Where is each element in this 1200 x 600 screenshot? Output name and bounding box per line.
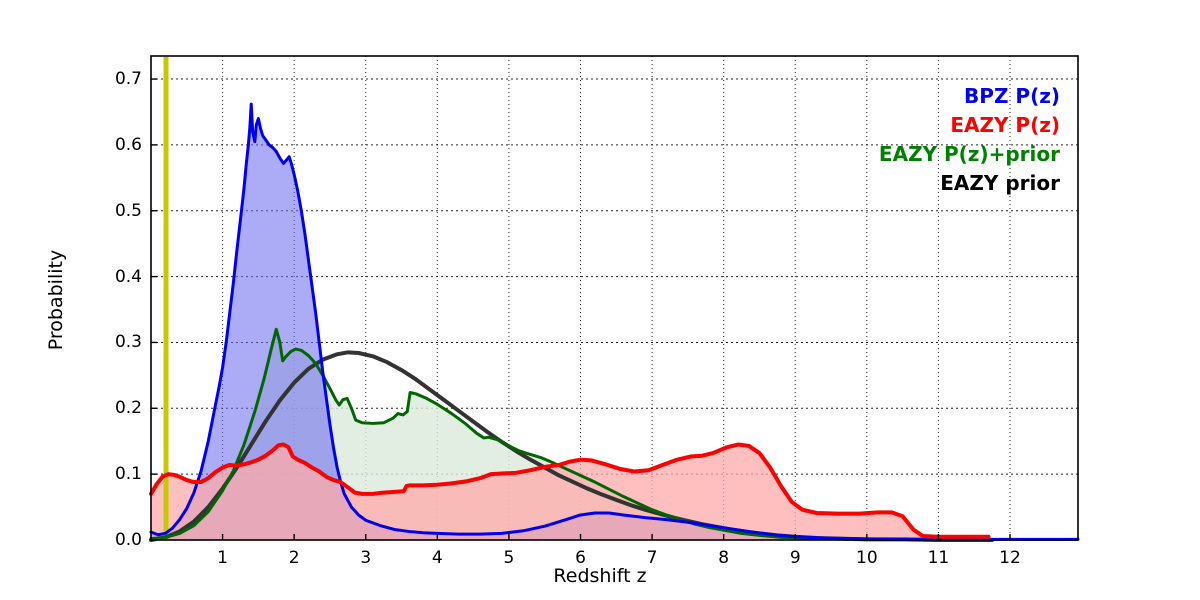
x-tick-label: 12	[999, 548, 1021, 568]
curve-eazy-p-z	[149, 442, 991, 539]
x-tick-label: 7	[646, 548, 658, 568]
curve-bpz-p-z	[149, 102, 1080, 541]
x-tick-label: 11	[927, 548, 950, 568]
x-tick-label: 8	[718, 548, 730, 568]
y-axis-label: Probability	[45, 249, 68, 351]
y-tick-label: 0.1	[114, 464, 142, 485]
axis-ticks	[151, 78, 1011, 541]
x-tick-label: 5	[503, 548, 515, 568]
y-tick-label: 0.5	[114, 200, 142, 221]
area-fill-eazy-p-z-prior	[151, 329, 993, 540]
y-tick-label: 0.4	[114, 266, 142, 287]
x-tick-label: 2	[288, 548, 300, 568]
x-tick-label: 6	[575, 548, 586, 568]
y-tick-label: 0.0	[114, 530, 142, 550]
x-axis-label: Redshift z	[553, 565, 647, 587]
y-tick-label: 0.3	[114, 332, 142, 353]
y-tick-label: 0.6	[114, 134, 142, 155]
y-tick-label: 0.2	[114, 398, 142, 419]
x-tick-label: 3	[360, 548, 372, 568]
plot-frame	[150, 55, 1079, 541]
x-tick-label: 10	[856, 548, 878, 568]
y-tick-label: 0.7	[114, 69, 142, 90]
x-tick-label: 9	[789, 548, 801, 568]
grid-lines	[151, 56, 1078, 540]
x-tick-label: 4	[431, 548, 443, 568]
x-tick-label: 1	[217, 548, 228, 568]
